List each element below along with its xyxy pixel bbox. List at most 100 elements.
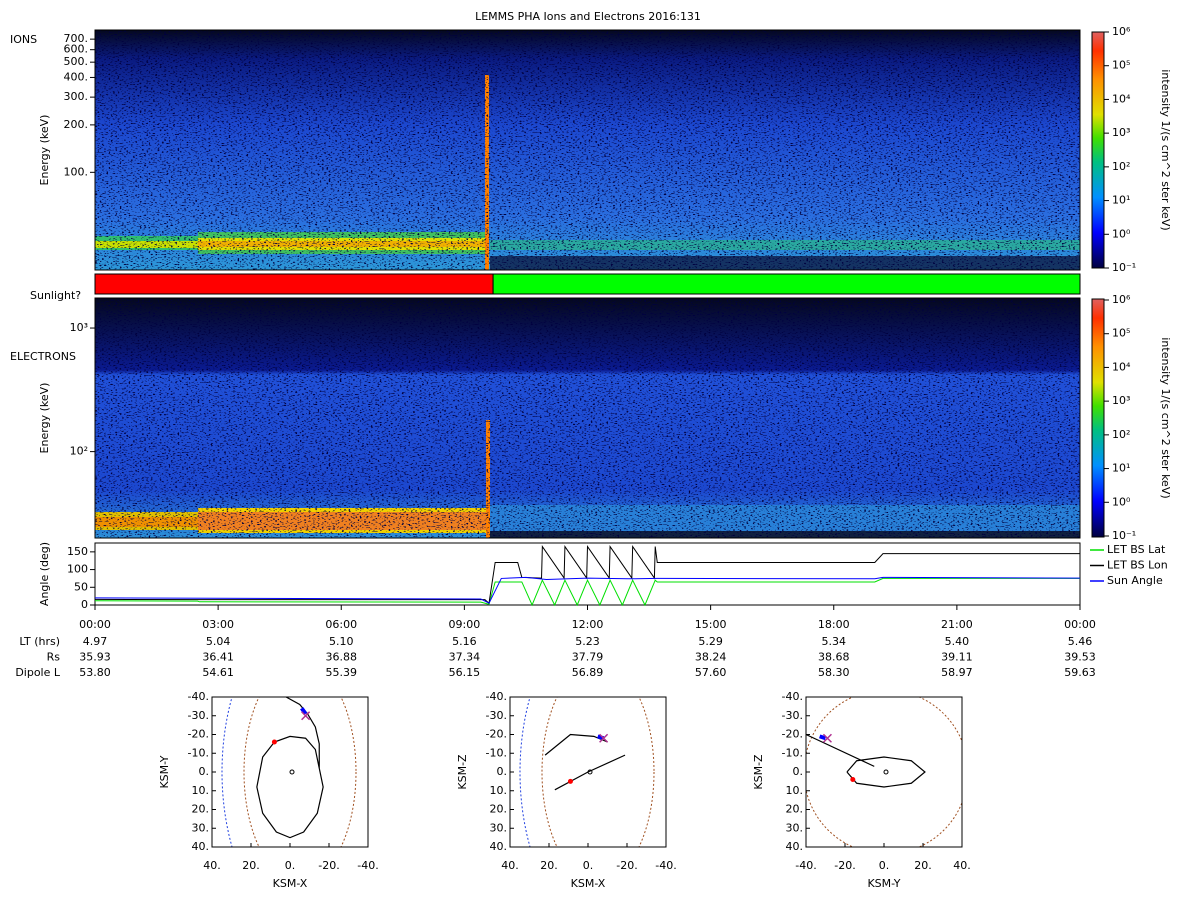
ephemeris-value: 37.79 xyxy=(572,651,604,664)
y-axis-label: KSM-Y xyxy=(158,755,171,788)
x-tick-label: 03:00 xyxy=(202,618,234,631)
ephemeris-value: 5.29 xyxy=(698,635,723,648)
colorbar-tick-label: 10⁶ xyxy=(1112,293,1131,306)
y-tick-label: 100 xyxy=(67,563,88,576)
position-marker xyxy=(271,739,277,745)
ephemeris-value: 56.15 xyxy=(449,666,481,679)
ephemeris-value: 35.93 xyxy=(79,651,111,664)
colorbar-tick-label: 10⁰ xyxy=(1112,495,1131,508)
x-tick-label: -40. xyxy=(795,859,816,872)
colorbar-tick-label: 10⁶ xyxy=(1112,25,1131,38)
colorbar-tick-label: 10³ xyxy=(1112,126,1130,139)
colorbar-tick-label: 10⁵ xyxy=(1112,327,1130,340)
ephemeris-value: 58.97 xyxy=(941,666,973,679)
ephemeris-value: 58.30 xyxy=(818,666,850,679)
ephemeris-value: 37.34 xyxy=(449,651,481,664)
y-tick-label: -40. xyxy=(486,690,507,703)
ephemeris-value: 59.63 xyxy=(1064,666,1096,679)
y-tick-label: 10³ xyxy=(70,321,88,334)
ephemeris-value: 38.68 xyxy=(818,651,850,664)
plot-frame xyxy=(94,297,1081,539)
boundary-curves xyxy=(221,697,962,847)
colorbar-tick-label: 10¹ xyxy=(1112,194,1130,207)
y-tick-label: -10. xyxy=(188,746,209,759)
colorbar-tick-label: 10⁻¹ xyxy=(1112,261,1136,274)
x-tick-label: 00:00 xyxy=(79,618,111,631)
colorbar-tick-label: 10⁴ xyxy=(1112,92,1131,105)
x-tick-label: 0. xyxy=(879,859,890,872)
position-cross xyxy=(301,711,311,721)
ephemeris-value: 55.39 xyxy=(326,666,358,679)
angle-line xyxy=(94,576,1081,604)
y-tick-label: 300. xyxy=(64,90,89,103)
x-tick-label: 20. xyxy=(242,859,260,872)
trajectory xyxy=(819,734,827,741)
x-axis-label: KSM-Y xyxy=(867,877,900,890)
panel-label: IONS xyxy=(10,33,37,46)
trajectory xyxy=(300,707,308,716)
ephemeris-value: 54.61 xyxy=(202,666,234,679)
ephemeris-value: 5.23 xyxy=(575,635,600,648)
ephemeris-value: 57.60 xyxy=(695,666,727,679)
angle-line xyxy=(94,577,1080,607)
y-axis-label: KSM-Z xyxy=(752,754,765,790)
y-tick-label: -20. xyxy=(782,728,803,741)
y-tick-label: 40. xyxy=(490,840,508,853)
y-tick-label: 0. xyxy=(199,765,210,778)
y-tick-label: 20. xyxy=(192,803,210,816)
y-tick-label: -10. xyxy=(782,746,803,759)
y-tick-label: 0. xyxy=(497,765,508,778)
trajectory xyxy=(554,754,626,791)
ephemeris-value: 5.40 xyxy=(945,635,970,648)
x-tick-label: -20. xyxy=(616,859,637,872)
ephemeris-value: 39.11 xyxy=(941,651,973,664)
ephemeris-value: 56.89 xyxy=(572,666,604,679)
sunlight-segment xyxy=(492,273,1081,295)
x-tick-label: 0. xyxy=(285,859,296,872)
x-tick-label: 20. xyxy=(914,859,932,872)
ephemeris-value: 5.10 xyxy=(329,635,354,648)
ephemeris-value: 36.88 xyxy=(326,651,358,664)
ephemeris-value: 38.24 xyxy=(695,651,727,664)
figure-title: LEMMS PHA Ions and Electrons 2016:131 xyxy=(475,10,701,23)
ephemeris-label: Rs xyxy=(47,651,61,664)
ephemeris-value: 4.97 xyxy=(83,635,108,648)
y-axis-label: Energy (keV) xyxy=(38,115,51,186)
y-tick-label: 600. xyxy=(64,43,89,56)
legend-label: LET BS Lon xyxy=(1107,559,1168,572)
y-tick-label: -20. xyxy=(486,728,507,741)
colorbar-label: intensity 1/(s cm^2 ster keV) xyxy=(1159,337,1172,498)
x-tick-label: -40. xyxy=(357,859,378,872)
colorbar-label: intensity 1/(s cm^2 ster keV) xyxy=(1159,69,1172,230)
colorbar-tick-label: 10⁰ xyxy=(1112,227,1131,240)
panel-label: ELECTRONS xyxy=(10,350,76,363)
panel-label: Sunlight? xyxy=(30,289,81,302)
x-tick-label: -20. xyxy=(834,859,855,872)
x-tick-label: 21:00 xyxy=(941,618,973,631)
electron-spectrogram-image xyxy=(95,298,1080,538)
y-tick-label: 10² xyxy=(70,445,88,458)
y-tick-label: 100. xyxy=(64,165,89,178)
y-tick-label: 20. xyxy=(490,803,508,816)
ephemeris-label: LT (hrs) xyxy=(19,635,60,648)
colorbar-tick-label: 10⁻¹ xyxy=(1112,529,1136,542)
legend-label: Sun Angle xyxy=(1107,574,1163,587)
y-tick-label: -10. xyxy=(486,746,507,759)
colorbar-tick-label: 10² xyxy=(1112,428,1130,441)
ephemeris-value: 39.53 xyxy=(1064,651,1096,664)
x-axis-label: KSM-X xyxy=(273,877,308,890)
y-tick-label: 30. xyxy=(786,821,804,834)
ephemeris-value: 5.04 xyxy=(206,635,231,648)
x-tick-label: -40. xyxy=(655,859,676,872)
y-axis-label: KSM-Z xyxy=(456,754,469,790)
ephemeris-value: 5.16 xyxy=(452,635,477,648)
y-tick-label: -30. xyxy=(188,709,209,722)
y-tick-label: 50 xyxy=(74,580,88,593)
x-tick-label: 18:00 xyxy=(818,618,850,631)
y-tick-label: 150 xyxy=(67,545,88,558)
y-tick-label: -40. xyxy=(782,690,803,703)
colorbar-tick-label: 10³ xyxy=(1112,394,1130,407)
x-tick-label: 20. xyxy=(540,859,558,872)
colorbar-tick-label: 10⁴ xyxy=(1112,360,1131,373)
